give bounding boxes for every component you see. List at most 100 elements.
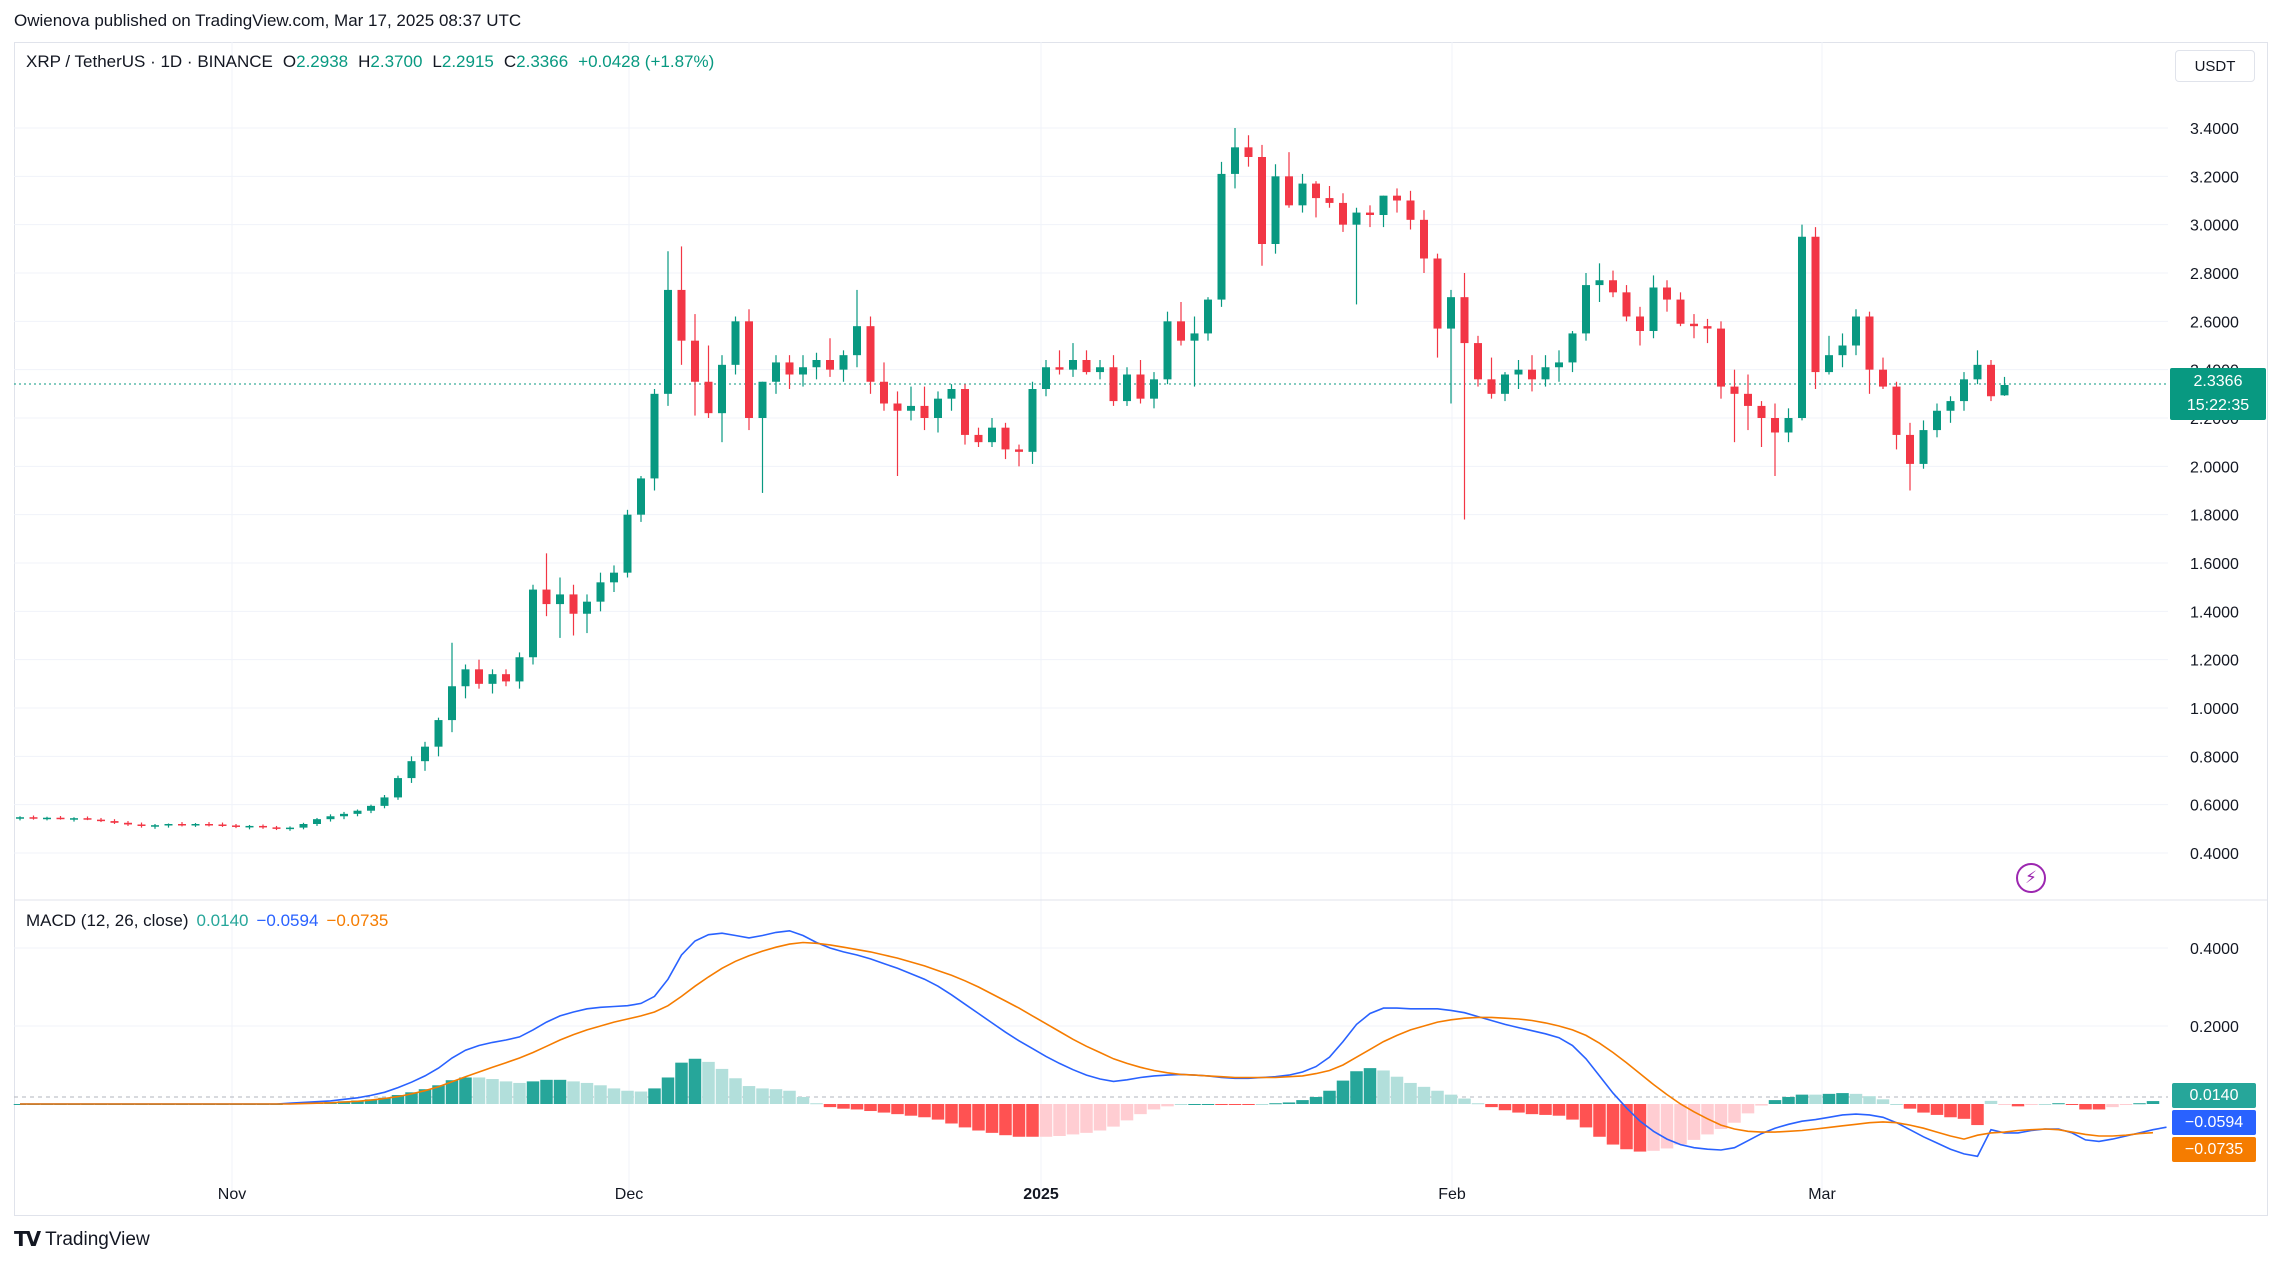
macd-legend[interactable]: MACD (12, 26, close) 0.0140 −0.0594 −0.0… xyxy=(26,911,388,931)
macd-hist-bar xyxy=(1053,1104,1066,1136)
candle-body xyxy=(974,434,983,443)
candle-body xyxy=(218,824,227,826)
candle-body xyxy=(772,362,780,382)
candle xyxy=(1676,292,1685,327)
candle xyxy=(1447,289,1455,404)
symbol-name[interactable]: XRP / TetherUS · 1D · BINANCE xyxy=(26,52,273,71)
currency-unit-button[interactable]: USDT xyxy=(2175,50,2255,82)
macd-hist-bar xyxy=(1660,1104,1674,1149)
candle xyxy=(542,553,551,617)
candle xyxy=(812,352,821,380)
price-tick-label: 3.0000 xyxy=(2190,218,2239,235)
candle xyxy=(1366,205,1374,228)
tradingview-logo-icon: 𝗧𝗩 xyxy=(14,1229,41,1251)
macd-hist-bar xyxy=(1998,1104,2011,1105)
candle-body xyxy=(394,778,402,798)
candle xyxy=(1568,331,1577,373)
open-value: 2.2938 xyxy=(296,52,349,71)
candle-body xyxy=(1096,367,1104,373)
macd-hist-bar xyxy=(1539,1104,1552,1115)
macd-hist-bar xyxy=(2119,1104,2133,1105)
tradingview-logo[interactable]: 𝗧𝗩 TradingView xyxy=(14,1227,150,1252)
candle xyxy=(1015,444,1023,467)
candle xyxy=(205,822,213,827)
macd-hist-bar xyxy=(1593,1104,1606,1137)
macd-hist-bar xyxy=(2133,1103,2146,1105)
candle-body xyxy=(286,827,294,830)
macd-hist-bar xyxy=(1728,1104,1741,1123)
symbol-legend[interactable]: XRP / TetherUS · 1D · BINANCE O2.2938 H 2… xyxy=(26,52,714,72)
candle xyxy=(1919,420,1928,469)
high-label: H xyxy=(358,52,371,71)
candle xyxy=(245,824,254,830)
candle xyxy=(1474,335,1482,387)
candle-body xyxy=(1514,369,1523,375)
candle-body xyxy=(1231,147,1239,174)
macd-hist-bar xyxy=(1863,1096,1876,1104)
macd-hist-bar xyxy=(1957,1104,1971,1119)
macd-legend-label[interactable]: MACD (12, 26, close) xyxy=(26,911,189,930)
time-axis: Nov Dec 2025 Feb Mar xyxy=(218,1186,1837,1203)
macd-hist-bar xyxy=(769,1089,783,1104)
last-price-value: 2.3366 xyxy=(2193,373,2243,390)
candle-body xyxy=(1298,183,1307,206)
macd-hist-bar xyxy=(2052,1103,2065,1105)
macd-hist-bar xyxy=(1026,1104,1039,1137)
price-axis: 3.40003.20003.00002.80002.60002.40002.20… xyxy=(2190,121,2239,863)
candle-body xyxy=(1811,236,1820,373)
candle xyxy=(272,825,281,831)
candle-body xyxy=(1460,297,1469,344)
candle-body xyxy=(353,810,362,814)
candle-body xyxy=(448,686,456,721)
candle xyxy=(191,823,200,827)
candle-body xyxy=(245,825,254,828)
macd-hist-bar xyxy=(1633,1104,1647,1152)
macd-hist-bar xyxy=(1323,1090,1336,1104)
macd-hist-bar xyxy=(1890,1104,1903,1105)
chart-frame xyxy=(14,42,2268,1216)
candle-body xyxy=(569,594,578,614)
candle xyxy=(839,350,848,382)
candle-body xyxy=(515,657,524,682)
close-value: 2.3366 xyxy=(516,52,569,71)
candle-body xyxy=(1163,321,1172,380)
candle-body xyxy=(934,398,942,418)
candle xyxy=(434,717,443,757)
candle xyxy=(677,246,686,365)
macd-hist-bar xyxy=(729,1078,742,1104)
candle xyxy=(758,381,767,493)
price-tick-label: 3.2000 xyxy=(2190,169,2239,186)
macd-hist-bar xyxy=(918,1104,931,1118)
candle xyxy=(394,775,402,800)
candles xyxy=(16,128,2009,831)
macd-hist-bar xyxy=(499,1081,513,1104)
macd-hist-bar xyxy=(715,1068,729,1104)
macd-hist-bar xyxy=(2146,1101,2160,1104)
open-label: O xyxy=(282,52,297,71)
macd-hist-bar xyxy=(985,1104,999,1133)
candle xyxy=(1609,270,1617,298)
candle xyxy=(407,756,416,783)
candle-body xyxy=(1271,176,1280,244)
candle xyxy=(1636,306,1644,346)
candle-body xyxy=(1136,374,1145,399)
candle-body xyxy=(1838,345,1847,356)
candle xyxy=(1798,224,1806,421)
candle xyxy=(1150,372,1158,409)
flash-icon[interactable]: ⚡ xyxy=(2016,863,2046,893)
macd-hist-bar xyxy=(688,1058,702,1104)
candle-body xyxy=(529,589,537,658)
candle-body xyxy=(1393,195,1401,201)
macd-hist-bar xyxy=(1228,1104,1242,1105)
macd-hist-bar xyxy=(1080,1104,1093,1133)
candle xyxy=(151,824,159,829)
candle xyxy=(1946,396,1955,423)
macd-signal-tag: −0.0735 xyxy=(2172,1137,2256,1162)
candle xyxy=(110,819,119,824)
candle-body xyxy=(164,824,173,826)
candle-body xyxy=(421,746,429,762)
candle-body xyxy=(259,825,267,828)
candle xyxy=(637,476,645,522)
macd-hist-bar xyxy=(1714,1104,1728,1129)
